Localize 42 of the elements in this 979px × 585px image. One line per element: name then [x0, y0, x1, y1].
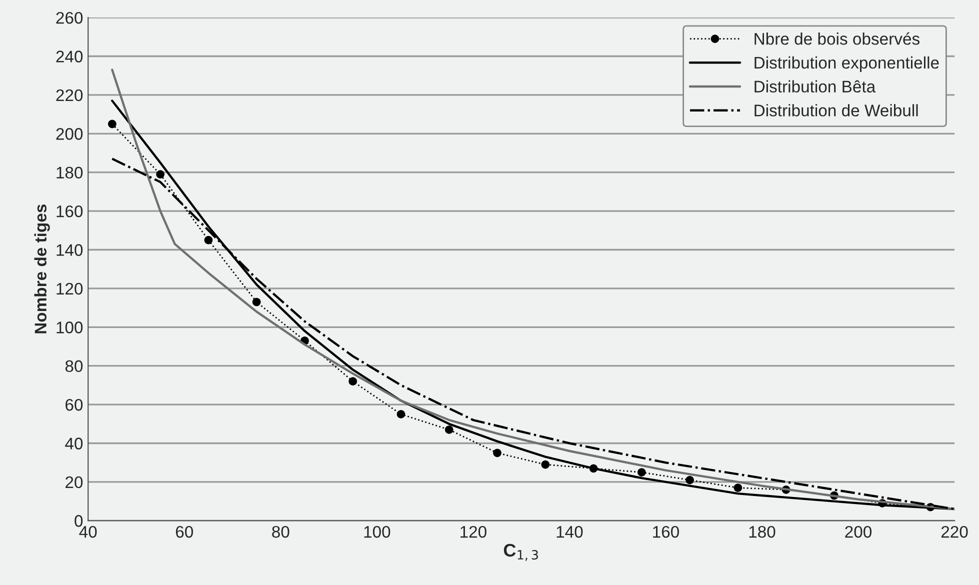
point [686, 476, 694, 484]
legend-label: Distribution Bêta [754, 80, 876, 93]
x-tick-label: 100 [364, 526, 390, 538]
y-tick-label: 60 [66, 398, 83, 411]
point [444, 426, 454, 434]
point [156, 170, 164, 178]
y-tick-label: 240 [56, 50, 83, 62]
point [108, 120, 116, 128]
x-tick-label: 140 [556, 526, 583, 538]
x-tick-label: 160 [653, 526, 679, 538]
point [493, 448, 502, 458]
y-tick-label: 260 [56, 12, 83, 24]
y-tick-label: 160 [56, 205, 83, 218]
point [541, 460, 550, 469]
x-tick-label: 80 [272, 526, 290, 538]
x-tick-label: 180 [749, 526, 776, 538]
y-tick-label: 20 [66, 476, 83, 488]
point [252, 298, 261, 306]
y-tick-label: 40 [65, 438, 83, 450]
point [734, 484, 742, 492]
x-tick-label: 120 [460, 526, 486, 538]
point [396, 410, 406, 418]
y-tick-label: 80 [65, 360, 83, 372]
x-tick-label: 220 [941, 526, 968, 538]
x-axis-title: C$_{1,3}$ [504, 544, 538, 561]
point [204, 236, 213, 244]
y-tick-label: 200 [56, 128, 83, 140]
x-tick-label: 200 [845, 526, 872, 538]
y-tick-label: 180 [56, 166, 83, 179]
legend-label: Nbre de bois observés [754, 32, 920, 45]
y-tick-label: 0 [74, 515, 83, 527]
y-tick-label: 120 [56, 282, 83, 295]
y-tick-label: 100 [56, 322, 83, 334]
y-tick-label: 220 [56, 89, 83, 102]
x-tick-label: 40 [79, 526, 97, 538]
y-axis-title: Nombre de tiges [34, 204, 50, 334]
point [348, 377, 358, 386]
legend-label: Distribution de Weibull [754, 104, 918, 116]
legend-label: Distribution exponentielle [754, 56, 939, 72]
y-tick-label: 140 [56, 244, 83, 256]
point [637, 468, 646, 476]
x-tick-label: 60 [176, 526, 193, 538]
